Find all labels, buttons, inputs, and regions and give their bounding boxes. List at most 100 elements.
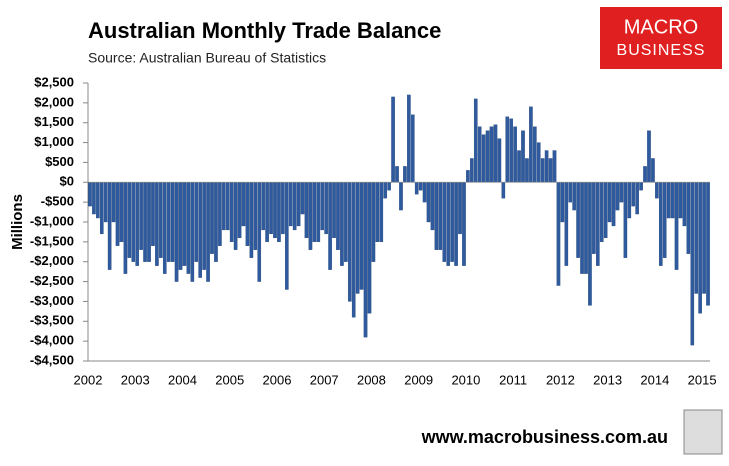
bar bbox=[253, 182, 258, 250]
bar bbox=[296, 182, 301, 227]
x-tick-label: 2004 bbox=[168, 372, 197, 387]
chart-subtitle: Source: Australian Bureau of Statistics bbox=[88, 50, 326, 66]
bar bbox=[493, 124, 498, 183]
bar bbox=[666, 182, 671, 219]
bar bbox=[119, 182, 124, 243]
bar bbox=[584, 182, 588, 274]
bar bbox=[548, 158, 553, 183]
bar bbox=[560, 182, 565, 223]
x-tick-label: 2002 bbox=[74, 372, 103, 387]
bar bbox=[166, 182, 171, 262]
bar bbox=[371, 182, 376, 262]
bar bbox=[324, 182, 328, 235]
bar bbox=[139, 182, 143, 250]
bar bbox=[359, 182, 364, 290]
x-tick-label: 2010 bbox=[451, 372, 480, 387]
bar bbox=[391, 96, 395, 183]
bar bbox=[292, 182, 297, 231]
bar bbox=[147, 182, 151, 262]
y-axis-label: Millions bbox=[9, 194, 26, 250]
y-tick-label: -$2,000 bbox=[30, 253, 74, 268]
bar bbox=[194, 182, 199, 262]
bar bbox=[662, 182, 667, 258]
bar bbox=[686, 182, 691, 254]
bar bbox=[580, 182, 584, 274]
bar bbox=[399, 182, 403, 211]
bar bbox=[304, 182, 309, 239]
bar bbox=[462, 182, 466, 266]
bar bbox=[473, 98, 478, 183]
bar bbox=[222, 182, 226, 231]
bar bbox=[214, 182, 218, 262]
bar bbox=[355, 182, 360, 294]
y-tick-label: -$3,500 bbox=[30, 313, 74, 328]
bar bbox=[517, 150, 521, 183]
x-tick-label: 2008 bbox=[357, 372, 386, 387]
bar bbox=[536, 142, 541, 183]
bar bbox=[320, 182, 325, 231]
bar bbox=[135, 182, 140, 266]
bar bbox=[367, 182, 372, 314]
bar bbox=[115, 182, 120, 246]
bar bbox=[627, 182, 632, 219]
bar bbox=[454, 182, 458, 266]
bar bbox=[237, 182, 242, 239]
bar bbox=[111, 182, 116, 223]
bar bbox=[678, 182, 683, 219]
bar bbox=[387, 182, 391, 191]
bar bbox=[505, 116, 510, 183]
bar bbox=[379, 182, 384, 243]
bar bbox=[418, 182, 423, 191]
bar bbox=[572, 182, 576, 211]
bar bbox=[588, 182, 592, 306]
bar bbox=[265, 182, 269, 243]
bar bbox=[107, 182, 112, 270]
x-tick-label: 2007 bbox=[310, 372, 339, 387]
logo-box bbox=[600, 7, 722, 69]
bar bbox=[159, 182, 163, 258]
bar bbox=[170, 182, 175, 262]
bar bbox=[607, 182, 612, 223]
y-tick-label: $500 bbox=[45, 154, 74, 169]
bar bbox=[647, 130, 651, 183]
bar bbox=[288, 182, 293, 227]
bar bbox=[383, 182, 388, 199]
bar bbox=[174, 182, 179, 282]
bar bbox=[332, 182, 336, 239]
bar bbox=[218, 182, 222, 246]
bar bbox=[682, 182, 687, 227]
bar bbox=[143, 182, 147, 262]
bar bbox=[225, 182, 230, 231]
bar bbox=[281, 182, 285, 235]
y-tick-label: $1,000 bbox=[34, 134, 74, 149]
bar bbox=[603, 182, 608, 239]
bar bbox=[651, 158, 655, 183]
bar bbox=[245, 182, 250, 246]
bar bbox=[477, 126, 482, 183]
bar bbox=[690, 182, 695, 346]
bar bbox=[446, 182, 451, 266]
y-tick-label: -$1,500 bbox=[30, 233, 74, 248]
bar bbox=[592, 182, 596, 254]
bar bbox=[544, 150, 549, 183]
y-tick-label: $2,500 bbox=[34, 74, 74, 89]
bar bbox=[497, 138, 502, 183]
bar bbox=[540, 158, 545, 183]
bar bbox=[162, 182, 167, 274]
bar bbox=[658, 182, 663, 266]
bar bbox=[430, 182, 435, 231]
x-tick-label: 2014 bbox=[640, 372, 669, 387]
bar bbox=[556, 182, 561, 286]
bar bbox=[131, 182, 136, 262]
bar bbox=[285, 182, 289, 290]
x-tick-label: 2013 bbox=[593, 372, 622, 387]
bar bbox=[489, 126, 494, 183]
bar bbox=[438, 182, 443, 250]
bar bbox=[198, 182, 202, 278]
bar bbox=[552, 150, 557, 183]
bar bbox=[426, 182, 431, 223]
bar bbox=[481, 134, 486, 183]
bar bbox=[466, 170, 470, 183]
